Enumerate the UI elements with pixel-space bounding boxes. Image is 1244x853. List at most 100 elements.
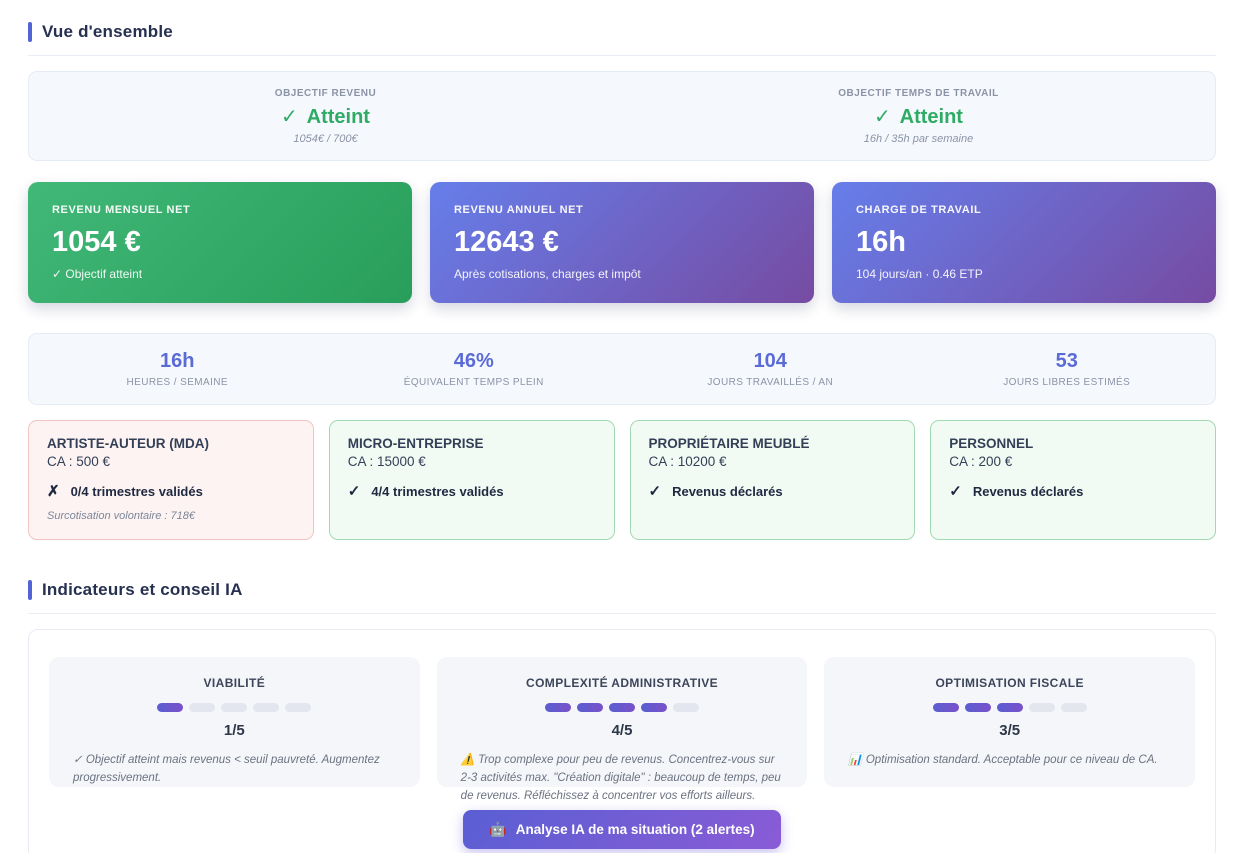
stat-fte: 46% ÉQUIVALENT TEMPS PLEIN <box>326 350 623 388</box>
progress-segment <box>545 703 571 712</box>
check-icon: ✓ <box>874 105 891 128</box>
kpi-value: 1054 € <box>52 226 141 258</box>
objective-detail: 1054€ / 700€ <box>293 132 358 145</box>
progress-track <box>848 703 1171 712</box>
kpi-value: 12643 € <box>454 226 559 258</box>
indicator-card-complexite: COMPLEXITÉ ADMINISTRATIVE 4/5 ⚠️ Trop co… <box>436 657 808 802</box>
check-icon: ✓ <box>347 483 361 500</box>
indicators-panel: VIABILITÉ 1/5 ✓ Objectif atteint mais re… <box>28 629 1216 853</box>
activity-title: MICRO-ENTREPRISE <box>347 436 484 451</box>
progress-track <box>461 703 784 712</box>
progress-segment <box>285 703 312 712</box>
check-icon: ✓ <box>648 483 662 500</box>
indicator-advice: 📊 Optimisation standard. Acceptable pour… <box>848 754 1158 766</box>
stats-panel: 16h HEURES / SEMAINE 46% ÉQUIVALENT TEMP… <box>28 333 1216 405</box>
progress-track <box>73 703 396 712</box>
indicator-advice: ⚠️ Trop complexe pour peu de revenus. Co… <box>460 754 781 802</box>
activity-card-personnel: PERSONNEL CA : 200 € ✓ Revenus déclarés <box>930 420 1216 540</box>
objective-label: OBJECTIF REVENU <box>274 87 377 99</box>
progress-segment <box>1028 703 1055 712</box>
cross-icon: ✗ <box>47 483 60 500</box>
progress-segment <box>253 703 280 712</box>
activity-status: ✓ Revenus déclarés <box>649 482 897 500</box>
activity-revenue: CA : 500 € <box>47 454 111 469</box>
ai-analysis-button-label: Analyse IA de ma situation (2 alertes) <box>515 822 755 837</box>
kpi-label: REVENU MENSUEL NET <box>52 204 191 216</box>
stat-value: 104 <box>753 350 787 372</box>
activity-card-micro-entreprise: MICRO-ENTREPRISE CA : 15000 € ✓ 4/4 trim… <box>328 420 615 540</box>
objective-status: ✓ Atteint <box>622 104 1215 129</box>
activity-revenue: CA : 10200 € <box>648 454 727 469</box>
check-icon: ✓ <box>949 483 962 500</box>
stat-value: 16h <box>160 350 195 372</box>
ai-analysis-button[interactable]: 🤖 Analyse IA de ma situation (2 alertes) <box>463 810 781 849</box>
stat-hours-week: 16h HEURES / SEMAINE <box>29 350 326 388</box>
kpi-subtext: Après cotisations, charges et impôt <box>454 267 641 281</box>
activity-revenue: CA : 15000 € <box>347 454 426 469</box>
indicator-row: VIABILITÉ 1/5 ✓ Objectif atteint mais re… <box>49 657 1196 802</box>
activity-status: ✓ 4/4 trimestres validés <box>348 482 596 500</box>
stat-days-worked: 104 JOURS TRAVAILLÉS / AN <box>622 350 919 388</box>
objectives-banner: OBJECTIF REVENU ✓ Atteint 1054€ / 700€ O… <box>28 71 1216 161</box>
activity-status: ✗ 0/4 trimestres validés <box>47 482 295 500</box>
stat-free-days: 53 JOURS LIBRES ESTIMÉS <box>919 350 1216 388</box>
indicator-title: COMPLEXITÉ ADMINISTRATIVE <box>526 676 719 690</box>
kpi-card-annual-revenue: REVENU ANNUEL NET 12643 € Après cotisati… <box>430 182 814 303</box>
ai-button-row: 🤖 Analyse IA de ma situation (2 alertes) <box>49 810 1195 849</box>
activity-status: ✓ Revenus déclarés <box>949 482 1197 500</box>
activity-title: PROPRIÉTAIRE MEUBLÉ <box>648 436 810 451</box>
kpi-card-monthly-revenue: REVENU MENSUEL NET 1054 € ✓ Objectif att… <box>28 182 412 303</box>
overview-section-header: Vue d'ensemble <box>28 22 1216 56</box>
indicator-card-viabilite: VIABILITÉ 1/5 ✓ Objectif atteint mais re… <box>49 657 420 787</box>
indicator-score: 3/5 <box>999 722 1021 739</box>
activity-card-proprietaire-meuble: PROPRIÉTAIRE MEUBLÉ CA : 10200 € ✓ Reven… <box>629 420 916 540</box>
activity-title: ARTISTE-AUTEUR (MDA) <box>47 436 209 451</box>
stat-value: 46% <box>453 350 494 372</box>
kpi-subtext: ✓ Objectif atteint <box>52 267 143 281</box>
progress-segment <box>996 703 1023 712</box>
stat-label: HEURES / SEMAINE <box>126 377 228 388</box>
progress-segment <box>1060 703 1087 712</box>
progress-segment <box>673 703 699 712</box>
progress-segment <box>221 703 248 712</box>
objective-status: ✓ Atteint <box>29 104 622 129</box>
stat-label: JOURS LIBRES ESTIMÉS <box>1003 377 1131 388</box>
progress-segment <box>932 703 959 712</box>
objective-status-text: Atteint <box>306 105 370 128</box>
activity-status-text: 4/4 trimestres validés <box>371 483 504 499</box>
check-icon: ✓ <box>281 105 298 128</box>
progress-segment <box>577 703 603 712</box>
indicator-title: VIABILITÉ <box>203 676 266 690</box>
stat-label: ÉQUIVALENT TEMPS PLEIN <box>403 377 544 388</box>
objective-detail: 16h / 35h par semaine <box>863 132 974 145</box>
progress-segment <box>189 703 216 712</box>
kpi-subtext: 104 jours/an · 0.46 ETP <box>856 267 983 281</box>
stat-label: JOURS TRAVAILLÉS / AN <box>707 377 834 388</box>
stat-value: 53 <box>1055 350 1078 372</box>
objective-status-text: Atteint <box>899 105 963 128</box>
objective-label: OBJECTIF TEMPS DE TRAVAIL <box>838 87 999 99</box>
objective-worktime: OBJECTIF TEMPS DE TRAVAIL ✓ Atteint 16h … <box>622 88 1215 145</box>
activity-revenue: CA : 200 € <box>949 454 1013 469</box>
robot-icon: 🤖 <box>489 821 507 837</box>
indicator-advice: ✓ Objectif atteint mais revenus < seuil … <box>73 754 380 784</box>
activity-row: ARTISTE-AUTEUR (MDA) CA : 500 € ✗ 0/4 tr… <box>28 420 1216 540</box>
kpi-value: 16h <box>856 226 906 258</box>
indicator-title: OPTIMISATION FISCALE <box>935 676 1084 690</box>
kpi-label: REVENU ANNUEL NET <box>454 204 584 216</box>
indicator-score: 1/5 <box>223 722 245 739</box>
activity-title: PERSONNEL <box>949 436 1034 451</box>
kpi-row: REVENU MENSUEL NET 1054 € ✓ Objectif att… <box>28 182 1216 303</box>
accent-bar <box>28 22 32 42</box>
activity-status-text: 0/4 trimestres validés <box>70 483 203 499</box>
progress-segment <box>964 703 991 712</box>
page-title: Vue d'ensemble <box>42 22 173 41</box>
progress-segment <box>157 703 184 712</box>
progress-segment <box>609 703 635 712</box>
kpi-label: CHARGE DE TRAVAIL <box>856 204 982 216</box>
activity-card-artiste-auteur: ARTISTE-AUTEUR (MDA) CA : 500 € ✗ 0/4 tr… <box>28 420 314 540</box>
activity-note: Surcotisation volontaire : 718€ <box>47 510 195 522</box>
activity-status-text: Revenus déclarés <box>672 483 783 499</box>
indicator-card-optimisation: OPTIMISATION FISCALE 3/5 📊 Optimisation … <box>824 657 1196 787</box>
